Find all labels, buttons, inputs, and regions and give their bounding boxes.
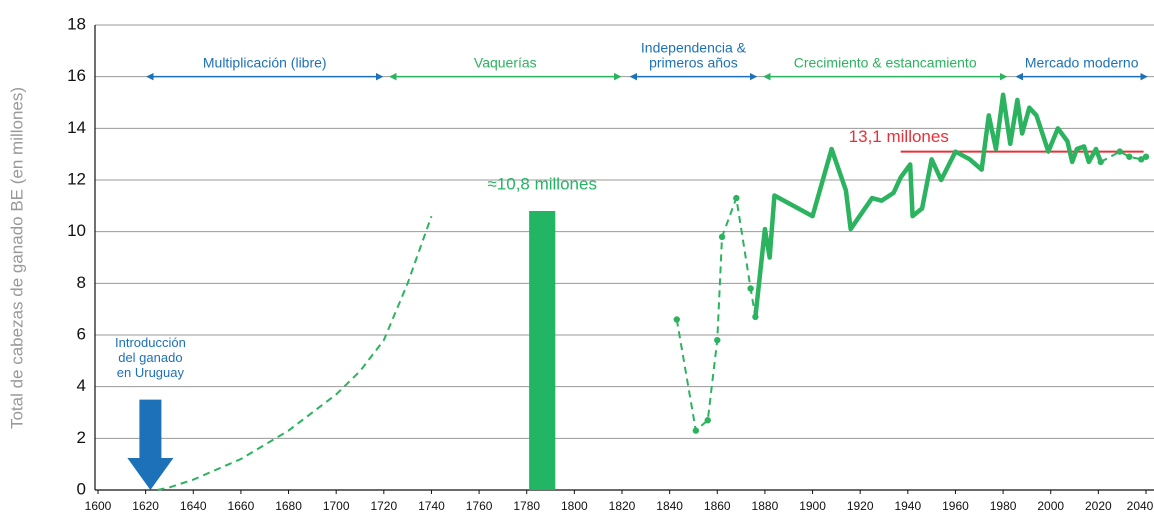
y-tick-label: 4 — [77, 376, 86, 395]
series-point — [1142, 153, 1150, 160]
period-label: primeros años — [649, 54, 738, 70]
x-tick-label: 1920 — [847, 499, 874, 513]
series-point — [718, 233, 726, 241]
x-tick-label: 1940 — [894, 499, 921, 513]
series-line — [1100, 150, 1147, 163]
bar — [529, 211, 556, 490]
x-tick-label: 1620 — [132, 499, 159, 513]
series-point — [1097, 158, 1104, 166]
x-tick-label: 1840 — [656, 499, 683, 513]
x-tick-label: 1700 — [323, 499, 350, 513]
series-point — [733, 194, 740, 202]
y-tick-label: 14 — [67, 118, 86, 137]
series-point — [673, 316, 680, 323]
series-point — [704, 417, 711, 424]
series-point — [1126, 153, 1133, 160]
x-tick-label: 2040 — [1127, 499, 1154, 513]
y-tick-label: 0 — [77, 479, 86, 498]
series-point — [1116, 148, 1124, 155]
series-line — [675, 197, 757, 432]
series-point — [692, 427, 700, 434]
period-label: Crecimiento & estancamiento — [794, 54, 977, 70]
x-tick-label: 1900 — [799, 499, 826, 513]
x-tick-label: 1600 — [85, 499, 112, 513]
x-tick-label: 1820 — [609, 499, 636, 513]
series-point — [747, 285, 754, 292]
y-tick-label: 18 — [67, 14, 86, 33]
x-tick-label: 1740 — [418, 499, 445, 513]
annotation-text: Introducción — [115, 335, 186, 350]
series-point — [1138, 156, 1145, 163]
x-tick-label: 1760 — [466, 499, 493, 513]
x-tick-label: 1980 — [990, 499, 1017, 513]
annotation-arrow — [127, 399, 174, 490]
x-tick-label: 2000 — [1037, 499, 1064, 513]
period-label: Vaquerías — [474, 54, 537, 70]
y-tick-label: 2 — [77, 428, 86, 447]
annotation-text: en Uruguay — [117, 365, 185, 380]
y-tick-label: 10 — [67, 221, 86, 240]
x-tick-label: 1680 — [275, 499, 302, 513]
y-tick-label: 16 — [67, 66, 86, 85]
bar-value-label: ≈10,8 millones — [487, 174, 597, 193]
x-tick-label: 1720 — [370, 499, 397, 513]
series-line — [157, 215, 433, 491]
period-label: Multiplicación (libre) — [203, 54, 327, 70]
y-tick-label: 6 — [77, 324, 86, 343]
reference-label: 13,1 millones — [849, 127, 949, 146]
x-tick-label: 1860 — [704, 499, 731, 513]
y-axis-label: Total de cabezas de ganado BE (en millon… — [7, 87, 26, 429]
annotation-text: del ganado — [118, 350, 182, 365]
x-tick-label: 1640 — [180, 499, 207, 513]
y-tick-label: 8 — [77, 273, 86, 292]
period-label: Mercado moderno — [1025, 54, 1139, 70]
x-tick-label: 2020 — [1085, 499, 1112, 513]
x-tick-label: 1960 — [942, 499, 969, 513]
series-line — [753, 92, 1103, 318]
x-tick-label: 1800 — [561, 499, 588, 513]
period-label: Independencia & — [641, 39, 747, 55]
x-tick-label: 1660 — [228, 499, 255, 513]
x-tick-label: 1780 — [513, 499, 540, 513]
series-point — [714, 336, 721, 344]
y-tick-label: 12 — [67, 169, 86, 188]
x-tick-label: 1880 — [752, 499, 779, 513]
